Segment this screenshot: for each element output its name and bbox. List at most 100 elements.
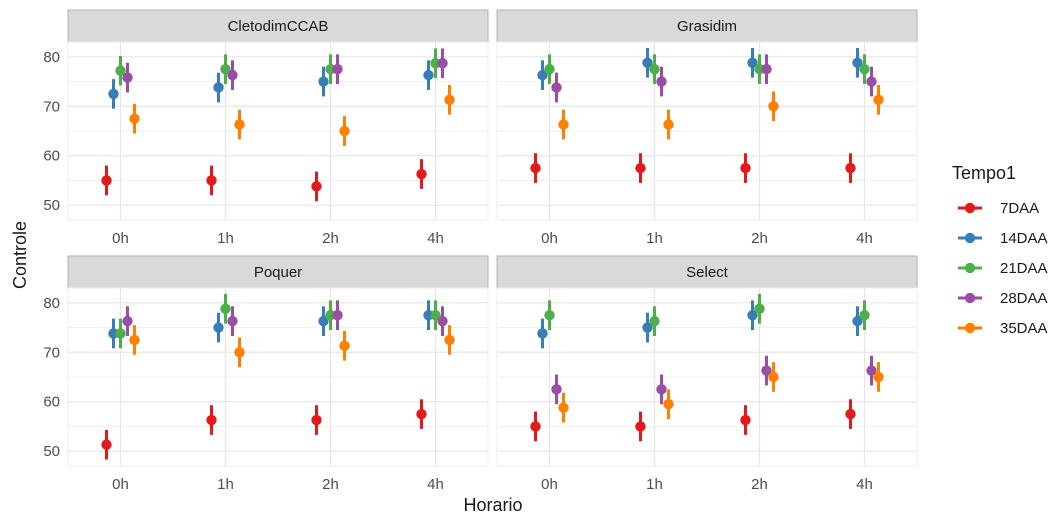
data-point xyxy=(747,57,758,68)
facet-strip-title: Select xyxy=(686,264,729,281)
data-point xyxy=(530,421,541,432)
data-point xyxy=(740,414,751,426)
data-point xyxy=(642,57,653,68)
data-point xyxy=(423,69,434,81)
legend-label: 7DAA xyxy=(1000,200,1039,217)
x-tick-label: 4h xyxy=(856,230,873,247)
y-tick-label: 70 xyxy=(43,344,60,361)
panel-border xyxy=(496,287,918,467)
facet-strip xyxy=(67,255,489,289)
x-tick-label: 0h xyxy=(541,230,558,247)
data-point xyxy=(437,315,448,327)
data-point xyxy=(332,63,343,75)
y-axis-title: Controle xyxy=(10,221,30,289)
data-point xyxy=(537,69,548,81)
data-point xyxy=(416,168,427,180)
data-point xyxy=(663,398,674,410)
x-tick-label: 0h xyxy=(541,476,558,493)
data-point xyxy=(544,309,555,321)
data-point xyxy=(444,94,455,106)
y-tick-label: 70 xyxy=(43,98,60,115)
data-point xyxy=(656,76,667,87)
x-axis-title: Horario xyxy=(463,495,522,515)
facet-strip xyxy=(67,9,489,43)
facet-strip-title: CletodimCCAB xyxy=(228,18,329,35)
data-point xyxy=(101,439,112,450)
facet-strip xyxy=(496,9,918,43)
data-point xyxy=(642,322,653,333)
data-point xyxy=(444,334,455,346)
data-point xyxy=(768,101,779,112)
legend-label: 28DAA xyxy=(1000,290,1048,307)
legend-key-point xyxy=(964,292,976,304)
panels-layer: CletodimCCAB 50 60 70 80 0h 1h 2h 4h Grasidim 0h 1h… xyxy=(43,9,918,493)
x-tick-label: 1h xyxy=(217,230,234,247)
data-point xyxy=(115,328,126,339)
data-point xyxy=(220,303,231,314)
data-point xyxy=(115,65,126,76)
data-point xyxy=(852,57,863,68)
panel-border xyxy=(496,41,918,221)
data-point xyxy=(761,365,772,376)
data-point xyxy=(318,315,329,327)
facet-strip xyxy=(496,255,918,289)
data-point xyxy=(339,125,350,137)
legend-key-point xyxy=(964,202,976,214)
legend-key-point xyxy=(964,262,976,274)
data-point xyxy=(318,76,329,87)
data-point xyxy=(339,340,350,352)
legend-key-point xyxy=(964,232,976,244)
y-tick-label: 60 xyxy=(43,394,60,411)
data-point xyxy=(558,402,569,413)
data-point xyxy=(108,88,119,100)
legend-label: 14DAA xyxy=(1000,230,1048,247)
data-point xyxy=(649,315,660,327)
data-point xyxy=(635,421,646,432)
data-point xyxy=(122,72,133,83)
data-point xyxy=(101,175,112,186)
y-tick-label: 60 xyxy=(43,148,60,165)
data-point xyxy=(122,315,133,327)
data-point xyxy=(859,63,870,75)
x-tick-label: 0h xyxy=(112,230,129,247)
data-point xyxy=(663,119,674,130)
x-tick-label: 2h xyxy=(322,476,339,493)
x-tick-label: 2h xyxy=(322,230,339,247)
data-point xyxy=(220,63,231,75)
legend-label: 35DAA xyxy=(1000,320,1048,337)
data-point xyxy=(845,162,856,174)
data-point xyxy=(866,76,877,87)
data-point xyxy=(227,315,238,327)
x-tick-label: 2h xyxy=(751,476,768,493)
data-point xyxy=(437,58,448,69)
data-point xyxy=(544,63,555,75)
data-point xyxy=(656,384,667,395)
data-point xyxy=(551,82,562,93)
data-point xyxy=(845,408,856,420)
x-tick-label: 2h xyxy=(751,230,768,247)
data-point xyxy=(873,94,884,106)
data-point xyxy=(747,309,758,321)
data-point xyxy=(635,162,646,174)
legend: Tempo1 7DAA 14DAA 21DAA 28DAA 35DAA xyxy=(952,163,1048,337)
data-point xyxy=(213,322,224,333)
data-point xyxy=(537,328,548,339)
x-tick-label: 4h xyxy=(856,476,873,493)
y-tick-label: 50 xyxy=(43,443,60,460)
data-point xyxy=(129,334,140,346)
y-tick-label: 80 xyxy=(43,49,60,66)
data-point xyxy=(227,69,238,81)
legend-title: Tempo1 xyxy=(952,163,1016,183)
data-point xyxy=(332,309,343,321)
data-point xyxy=(213,82,224,93)
data-point xyxy=(649,63,660,75)
data-point xyxy=(859,309,870,321)
data-point xyxy=(206,414,217,426)
data-point xyxy=(761,63,772,75)
y-tick-label: 50 xyxy=(43,197,60,214)
legend-label: 21DAA xyxy=(1000,260,1048,277)
data-point xyxy=(129,113,140,124)
data-point xyxy=(430,309,441,321)
data-point xyxy=(206,175,217,186)
